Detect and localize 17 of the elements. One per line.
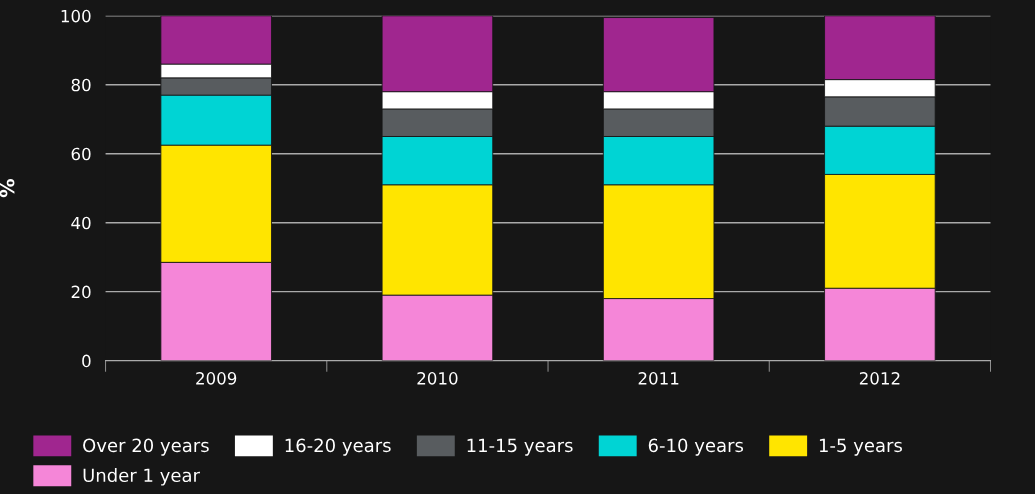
legend-label: Under 1 year — [83, 468, 200, 486]
x-tick-label: 2011 — [638, 372, 679, 385]
x-tick-label: 2012 — [859, 372, 900, 385]
y-tick-label: 40 — [71, 216, 91, 230]
x-tick-label: 2009 — [196, 372, 237, 385]
legend-label: 1-5 years — [819, 438, 902, 456]
legend-label: Over 20 years — [83, 438, 209, 456]
legend-label: 11-15 years — [467, 438, 573, 456]
y-tick-label: 80 — [71, 78, 91, 92]
y-tick-label: 100 — [61, 9, 91, 23]
legend-label: 16-20 years — [285, 438, 391, 456]
y-tick-label: 60 — [71, 147, 91, 161]
y-tick-label: 20 — [71, 285, 91, 299]
y-axis-title: % — [0, 179, 15, 198]
x-tick-label: 2010 — [417, 372, 458, 385]
y-tick-label: 0 — [82, 354, 91, 368]
legend-label: 6-10 years — [648, 438, 744, 456]
